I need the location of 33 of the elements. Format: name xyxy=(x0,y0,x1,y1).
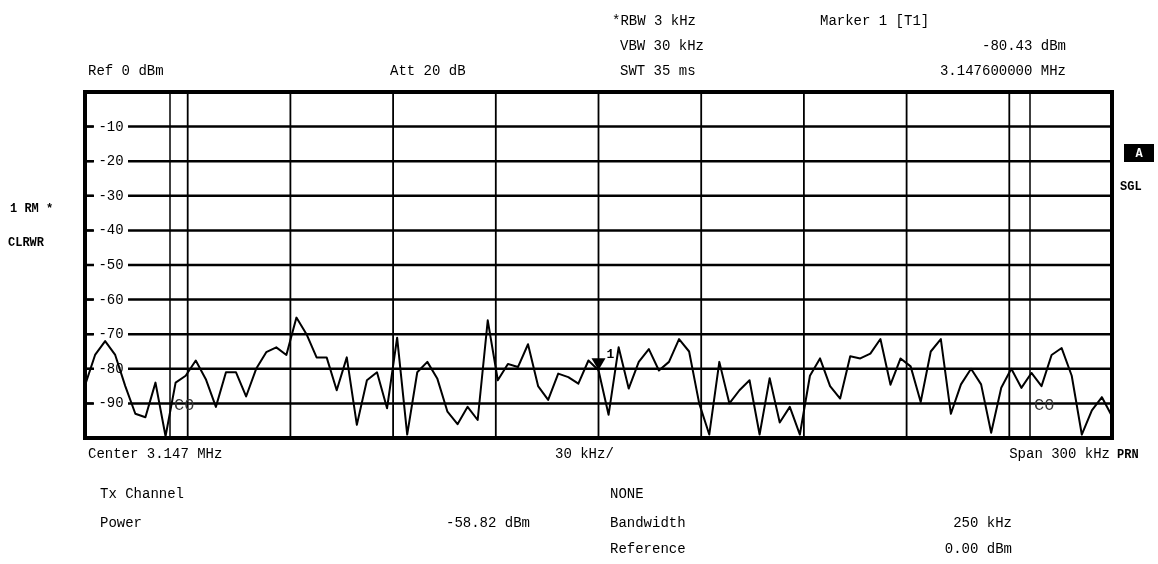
text: -80.43 dBm xyxy=(981,38,1066,54)
text: VBW 30 kHz xyxy=(620,38,705,54)
y-tick-label: -30 xyxy=(98,187,124,204)
text: PRN xyxy=(1117,448,1139,462)
text: Reference xyxy=(610,541,686,557)
text: *RBW 3 kHz xyxy=(612,13,697,29)
annotation: 1 xyxy=(606,347,615,363)
text: 30 kHz/ xyxy=(555,446,614,462)
y-tick-label: -70 xyxy=(98,326,124,343)
text: -58.82 dBm xyxy=(445,515,530,531)
text: Bandwidth xyxy=(610,515,686,531)
text: 1 RM * xyxy=(10,202,54,216)
y-tick-label: -60 xyxy=(98,291,124,308)
text: 250 kHz xyxy=(953,515,1012,531)
text: Power xyxy=(100,515,143,531)
text: Tx Channel xyxy=(100,486,185,502)
text: CLRWR xyxy=(8,236,45,250)
text: NONE xyxy=(610,486,644,502)
y-tick-label: -10 xyxy=(98,118,124,135)
text: SGL xyxy=(1120,180,1142,194)
y-tick-label: -50 xyxy=(98,257,124,273)
text: 3.147600000 MHz xyxy=(939,63,1066,79)
text: Ref 0 dBm xyxy=(88,63,164,79)
y-tick-label: -90 xyxy=(98,395,124,412)
text: 0.00 dBm xyxy=(944,541,1012,557)
text: Span 300 kHz xyxy=(1009,446,1110,462)
text: A xyxy=(1135,147,1144,161)
y-tick-label: -40 xyxy=(98,222,124,239)
text: SWT 35 ms xyxy=(620,63,696,79)
text: Marker 1 [T1] xyxy=(820,13,930,29)
text: Att 20 dB xyxy=(390,63,466,79)
text: Center 3.147 MHz xyxy=(88,446,223,462)
y-tick-label: -20 xyxy=(98,153,124,170)
